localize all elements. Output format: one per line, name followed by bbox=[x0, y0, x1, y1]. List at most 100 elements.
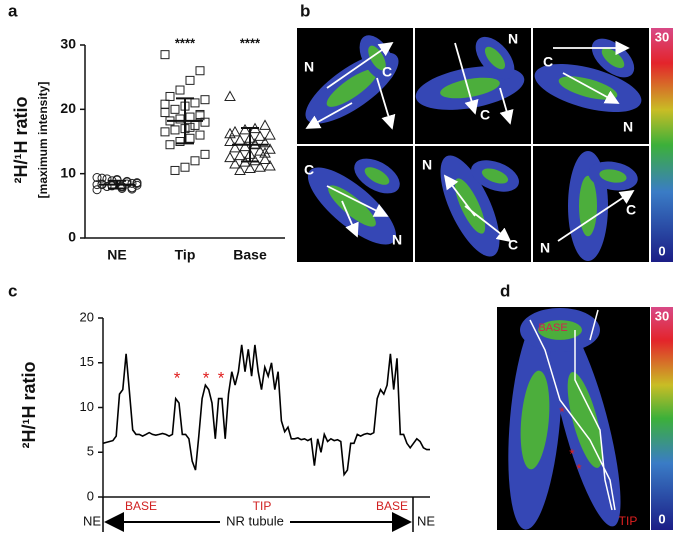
signal-green bbox=[481, 168, 509, 184]
colorbar bbox=[651, 307, 673, 530]
y-tick-label: 20 bbox=[80, 309, 94, 324]
data-point bbox=[170, 104, 180, 114]
panel-letter: d bbox=[500, 281, 510, 300]
signal-green bbox=[440, 77, 500, 99]
y-tick-label: 10 bbox=[80, 399, 94, 414]
significance: **** bbox=[240, 35, 261, 50]
data-point bbox=[180, 162, 190, 172]
end-label: NE bbox=[417, 513, 435, 528]
x-tick-label: Tip bbox=[175, 247, 196, 263]
arrow bbox=[326, 41, 394, 89]
tile-label: C bbox=[543, 54, 553, 70]
signal-green bbox=[601, 47, 625, 69]
peak-mark: * bbox=[203, 368, 210, 387]
y-tick-label: 15 bbox=[80, 354, 94, 369]
arrow bbox=[326, 185, 389, 217]
data-point bbox=[244, 162, 256, 174]
data-point bbox=[234, 164, 246, 175]
region-label: TIP bbox=[253, 499, 272, 513]
tile-label: C bbox=[626, 202, 636, 218]
data-point bbox=[249, 154, 261, 166]
data-point bbox=[229, 125, 241, 137]
image-label: BASE bbox=[538, 322, 567, 334]
data-point bbox=[264, 159, 276, 171]
data-point bbox=[254, 145, 266, 156]
data-point bbox=[259, 136, 271, 148]
data-point bbox=[190, 156, 200, 166]
significance: **** bbox=[175, 35, 196, 50]
data-point bbox=[127, 178, 137, 188]
tile-label: N bbox=[623, 119, 633, 135]
y-tick-label: 10 bbox=[60, 164, 76, 180]
label-bg bbox=[220, 513, 290, 531]
panel-letter: b bbox=[300, 1, 310, 20]
tile-label: N bbox=[508, 31, 518, 47]
data-point bbox=[170, 165, 180, 175]
x-tick-label: Base bbox=[233, 247, 267, 263]
arrow bbox=[454, 42, 479, 115]
data-point bbox=[254, 161, 266, 172]
tile-label: N bbox=[540, 240, 550, 256]
y-axis-label: ²H/¹H ratio bbox=[11, 97, 31, 184]
image-mark: * bbox=[559, 404, 565, 420]
data-point bbox=[160, 50, 170, 60]
data-point bbox=[259, 147, 271, 158]
arrow bbox=[557, 190, 635, 242]
data-point bbox=[234, 149, 246, 161]
signal-green bbox=[520, 370, 550, 470]
panel-letter: c bbox=[8, 281, 17, 300]
data-point bbox=[185, 133, 195, 143]
image-d bbox=[497, 307, 650, 530]
data-point bbox=[234, 134, 246, 145]
signal-green bbox=[484, 46, 506, 70]
data-point bbox=[160, 127, 170, 137]
tile-label: C bbox=[508, 237, 518, 253]
data-point bbox=[239, 123, 251, 135]
end-label: NE bbox=[83, 513, 101, 528]
data-point bbox=[165, 140, 175, 150]
arrow bbox=[499, 87, 514, 125]
tile-label: C bbox=[304, 162, 314, 178]
image-tile: NC bbox=[415, 146, 531, 262]
data-point bbox=[190, 98, 200, 108]
data-point bbox=[224, 135, 236, 146]
peak-mark: * bbox=[218, 368, 225, 387]
tile-label: N bbox=[304, 59, 314, 75]
y-tick-label: 0 bbox=[87, 488, 94, 503]
data-point bbox=[92, 185, 102, 195]
signal-green bbox=[579, 175, 597, 237]
tile-label: N bbox=[392, 232, 402, 248]
data-point bbox=[200, 95, 210, 105]
data-point bbox=[224, 127, 236, 139]
image-tile: NC bbox=[415, 28, 531, 144]
peak-mark: * bbox=[174, 368, 181, 387]
data-point bbox=[165, 91, 175, 101]
y-tick-label: 0 bbox=[68, 229, 76, 245]
data-point bbox=[224, 151, 236, 163]
image-mark: * bbox=[569, 446, 575, 462]
data-point bbox=[102, 182, 112, 192]
y-tick-label: 30 bbox=[60, 36, 76, 52]
y-axis-sublabel: [maximum intensity] bbox=[36, 82, 50, 199]
data-point bbox=[92, 173, 102, 183]
arrow bbox=[376, 77, 396, 130]
data-point bbox=[254, 130, 266, 141]
x-tick-label: NE bbox=[107, 247, 126, 263]
arrow bbox=[341, 200, 359, 238]
colorbar-min: 0 bbox=[658, 511, 665, 526]
arrow bbox=[305, 102, 353, 129]
data-point bbox=[229, 141, 241, 153]
signal-green bbox=[454, 178, 486, 234]
data-point bbox=[195, 66, 205, 76]
data-point bbox=[200, 117, 210, 127]
data-point bbox=[264, 129, 276, 140]
colorbar-min: 0 bbox=[658, 243, 665, 258]
data-point bbox=[190, 120, 200, 130]
signal-green bbox=[368, 45, 386, 71]
panel-letter: a bbox=[8, 1, 18, 20]
signal-green bbox=[599, 169, 627, 183]
data-point bbox=[229, 157, 241, 169]
trace bbox=[529, 309, 616, 511]
data-point bbox=[259, 119, 271, 130]
